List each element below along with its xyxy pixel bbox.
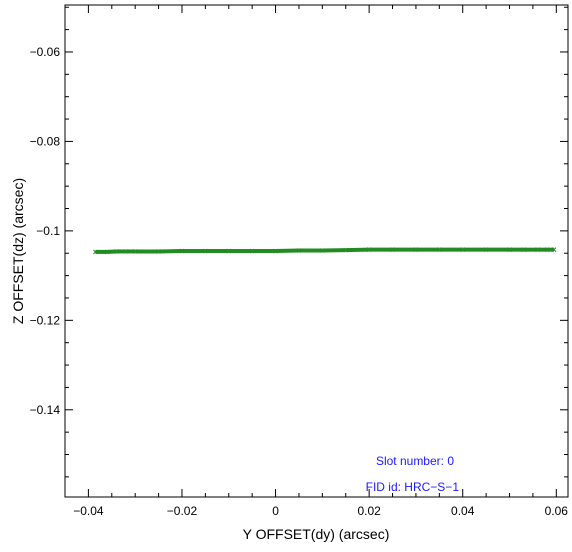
y-tick-label: −0.14 xyxy=(30,403,61,417)
x-tick-label: 0.04 xyxy=(451,504,475,518)
y-tick-label: −0.12 xyxy=(30,313,61,327)
axis-ticks xyxy=(64,5,568,497)
x-tick-labels: −0.04 −0.02 0 0.02 0.04 0.06 xyxy=(73,504,568,518)
y-axis-title: Z OFFSET(dz) (arcsec) xyxy=(10,178,26,324)
data-points xyxy=(93,247,557,255)
fid-id-annotation: FID id: HRC−S−1 xyxy=(366,480,460,494)
y-tick-label: −0.08 xyxy=(30,134,61,148)
plot-frame xyxy=(64,4,569,498)
slot-number-annotation: Slot number: 0 xyxy=(376,454,454,468)
x-tick-label: 0.02 xyxy=(357,504,381,518)
y-tick-label: −0.06 xyxy=(30,45,61,59)
x-tick-label: −0.02 xyxy=(167,504,198,518)
y-tick-label: −0.1 xyxy=(36,224,60,238)
x-tick-label: −0.04 xyxy=(73,504,104,518)
x-tick-label: 0.06 xyxy=(545,504,569,518)
x-tick-label: 0 xyxy=(272,504,279,518)
x-axis-title: Y OFFSET(dy) (arcsec) xyxy=(243,526,390,542)
y-tick-labels: −0.06 −0.08 −0.1 −0.12 −0.14 xyxy=(30,45,61,417)
